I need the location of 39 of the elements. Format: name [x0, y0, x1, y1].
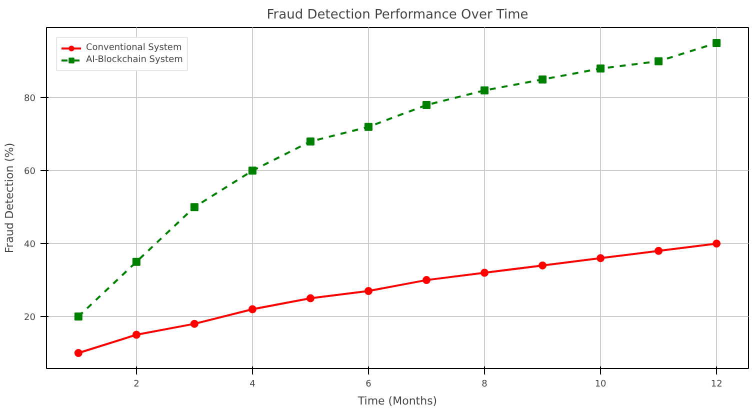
- y-axis-title: Fraud Detection (%): [3, 142, 16, 254]
- x-tick-label: 8: [482, 380, 488, 390]
- legend-label: Conventional System: [86, 43, 182, 53]
- point: [248, 166, 256, 175]
- x-tick-label: 4: [250, 380, 256, 390]
- x-tick-label: 6: [366, 380, 372, 390]
- point: [74, 349, 82, 357]
- point: [190, 320, 198, 328]
- legend-label: AI-Blockchain System: [86, 55, 183, 65]
- point: [306, 137, 314, 146]
- point: [654, 246, 663, 255]
- point: [248, 305, 256, 314]
- point: [364, 122, 372, 131]
- x-tick-label: 2: [134, 380, 140, 390]
- point: [132, 258, 140, 266]
- point: [712, 39, 721, 47]
- point: [364, 287, 372, 295]
- point: [596, 254, 605, 262]
- point: [74, 312, 82, 321]
- y-tick-label: 80: [24, 94, 36, 104]
- point: [480, 268, 489, 277]
- y-tick-label: 40: [24, 240, 36, 250]
- point: [596, 64, 605, 73]
- y-tick-label: 20: [24, 313, 36, 324]
- point: [132, 330, 140, 339]
- point: [538, 75, 547, 84]
- point: [422, 276, 431, 284]
- y-tick-label: 60: [24, 167, 36, 178]
- point: [654, 57, 663, 66]
- point: [480, 86, 489, 94]
- x-tick-label: 12: [710, 380, 722, 390]
- x-axis-title: Time (Months): [356, 394, 438, 408]
- point: [712, 240, 721, 248]
- point: [538, 261, 547, 270]
- point: [422, 101, 431, 109]
- x-tick-label: 10: [594, 380, 607, 390]
- chart-title: Fraud Detection Performance Over Time: [266, 8, 528, 22]
- point: [190, 203, 198, 212]
- point: [306, 294, 314, 302]
